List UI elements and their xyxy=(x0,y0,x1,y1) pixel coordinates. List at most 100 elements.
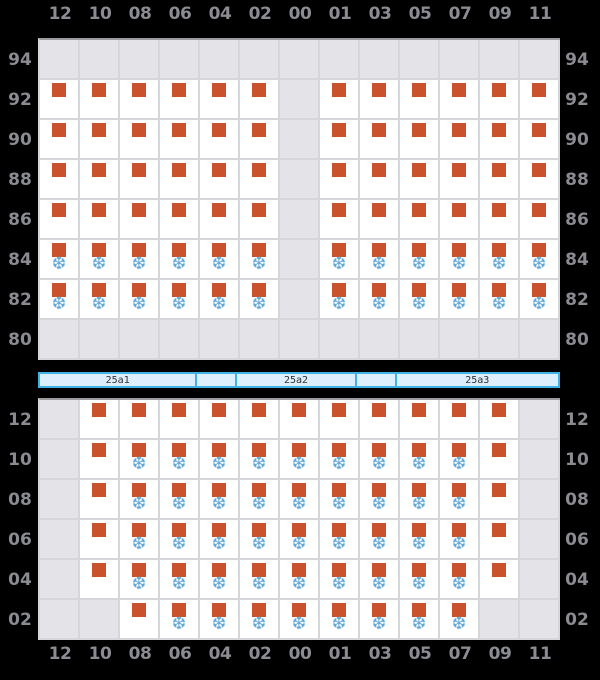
berth-cell[interactable] xyxy=(400,120,440,160)
berth-cell[interactable] xyxy=(80,120,120,160)
berth-cell[interactable]: ❆ xyxy=(160,240,200,280)
berth-cell[interactable]: ❆ xyxy=(120,560,160,600)
berth-cell[interactable] xyxy=(320,400,360,440)
berth-cell[interactable] xyxy=(360,160,400,200)
car-section-segment[interactable]: 25a1 xyxy=(40,374,198,386)
berth-cell[interactable] xyxy=(480,520,520,560)
berth-cell[interactable]: ❆ xyxy=(240,480,280,520)
berth-cell[interactable] xyxy=(200,120,240,160)
berth-cell[interactable]: ❆ xyxy=(280,520,320,560)
berth-cell[interactable] xyxy=(320,120,360,160)
berth-cell[interactable] xyxy=(80,160,120,200)
berth-cell[interactable] xyxy=(120,400,160,440)
berth-cell[interactable]: ❆ xyxy=(80,240,120,280)
berth-cell[interactable] xyxy=(40,160,80,200)
berth-cell[interactable] xyxy=(120,200,160,240)
berth-cell[interactable] xyxy=(440,120,480,160)
berth-cell[interactable] xyxy=(360,400,400,440)
berth-cell[interactable] xyxy=(160,200,200,240)
berth-cell[interactable]: ❆ xyxy=(400,520,440,560)
berth-cell[interactable]: ❆ xyxy=(280,480,320,520)
berth-cell[interactable]: ❆ xyxy=(120,440,160,480)
berth-cell[interactable]: ❆ xyxy=(240,560,280,600)
berth-cell[interactable]: ❆ xyxy=(440,280,480,320)
berth-cell[interactable]: ❆ xyxy=(160,600,200,640)
berth-cell[interactable] xyxy=(480,560,520,600)
berth-cell[interactable] xyxy=(80,560,120,600)
berth-cell[interactable]: ❆ xyxy=(200,280,240,320)
berth-cell[interactable] xyxy=(480,400,520,440)
berth-cell[interactable] xyxy=(40,200,80,240)
berth-cell[interactable] xyxy=(120,600,160,640)
berth-cell[interactable] xyxy=(400,160,440,200)
berth-cell[interactable] xyxy=(160,80,200,120)
berth-cell[interactable] xyxy=(440,80,480,120)
car-section-segment[interactable]: 25a2 xyxy=(237,374,357,386)
berth-cell[interactable]: ❆ xyxy=(160,280,200,320)
berth-cell[interactable] xyxy=(80,400,120,440)
berth-cell[interactable]: ❆ xyxy=(120,480,160,520)
berth-cell[interactable]: ❆ xyxy=(120,520,160,560)
berth-cell[interactable] xyxy=(440,160,480,200)
berth-cell[interactable] xyxy=(280,400,320,440)
berth-cell[interactable] xyxy=(520,80,560,120)
berth-cell[interactable]: ❆ xyxy=(200,240,240,280)
berth-cell[interactable]: ❆ xyxy=(160,440,200,480)
berth-cell[interactable] xyxy=(80,520,120,560)
berth-cell[interactable] xyxy=(440,200,480,240)
berth-cell[interactable]: ❆ xyxy=(120,240,160,280)
berth-cell[interactable]: ❆ xyxy=(440,560,480,600)
berth-cell[interactable]: ❆ xyxy=(400,240,440,280)
berth-cell[interactable]: ❆ xyxy=(40,280,80,320)
berth-cell[interactable]: ❆ xyxy=(360,560,400,600)
berth-cell[interactable] xyxy=(320,160,360,200)
berth-cell[interactable] xyxy=(240,200,280,240)
berth-cell[interactable]: ❆ xyxy=(440,440,480,480)
berth-cell[interactable]: ❆ xyxy=(80,280,120,320)
berth-cell[interactable]: ❆ xyxy=(480,240,520,280)
berth-cell[interactable]: ❆ xyxy=(520,240,560,280)
berth-cell[interactable]: ❆ xyxy=(240,600,280,640)
berth-cell[interactable] xyxy=(440,400,480,440)
berth-cell[interactable] xyxy=(400,80,440,120)
berth-cell[interactable] xyxy=(480,440,520,480)
berth-cell[interactable] xyxy=(520,200,560,240)
berth-cell[interactable]: ❆ xyxy=(360,520,400,560)
berth-cell[interactable]: ❆ xyxy=(360,480,400,520)
berth-cell[interactable] xyxy=(240,400,280,440)
berth-cell[interactable]: ❆ xyxy=(40,240,80,280)
berth-cell[interactable]: ❆ xyxy=(480,280,520,320)
berth-cell[interactable]: ❆ xyxy=(440,520,480,560)
car-section-segment[interactable]: 25a3 xyxy=(465,374,490,386)
berth-cell[interactable]: ❆ xyxy=(360,600,400,640)
berth-cell[interactable] xyxy=(240,160,280,200)
berth-cell[interactable] xyxy=(200,80,240,120)
berth-cell[interactable]: ❆ xyxy=(440,480,480,520)
berth-cell[interactable] xyxy=(360,120,400,160)
berth-cell[interactable] xyxy=(480,80,520,120)
berth-cell[interactable]: ❆ xyxy=(320,440,360,480)
berth-cell[interactable] xyxy=(320,80,360,120)
berth-cell[interactable] xyxy=(120,120,160,160)
berth-cell[interactable]: ❆ xyxy=(320,240,360,280)
berth-cell[interactable]: ❆ xyxy=(320,520,360,560)
berth-cell[interactable]: ❆ xyxy=(520,280,560,320)
berth-cell[interactable]: ❆ xyxy=(360,440,400,480)
berth-cell[interactable] xyxy=(120,80,160,120)
berth-cell[interactable]: ❆ xyxy=(360,240,400,280)
berth-cell[interactable]: ❆ xyxy=(280,560,320,600)
berth-cell[interactable]: ❆ xyxy=(200,440,240,480)
berth-cell[interactable]: ❆ xyxy=(240,520,280,560)
berth-cell[interactable]: ❆ xyxy=(360,280,400,320)
berth-cell[interactable]: ❆ xyxy=(400,480,440,520)
berth-cell[interactable] xyxy=(240,80,280,120)
berth-cell[interactable] xyxy=(40,80,80,120)
berth-cell[interactable] xyxy=(480,480,520,520)
berth-cell[interactable]: ❆ xyxy=(320,560,360,600)
berth-cell[interactable]: ❆ xyxy=(400,600,440,640)
berth-cell[interactable]: ❆ xyxy=(120,280,160,320)
berth-cell[interactable]: ❆ xyxy=(160,520,200,560)
berth-cell[interactable] xyxy=(40,120,80,160)
berth-cell[interactable] xyxy=(200,400,240,440)
berth-cell[interactable]: ❆ xyxy=(240,280,280,320)
